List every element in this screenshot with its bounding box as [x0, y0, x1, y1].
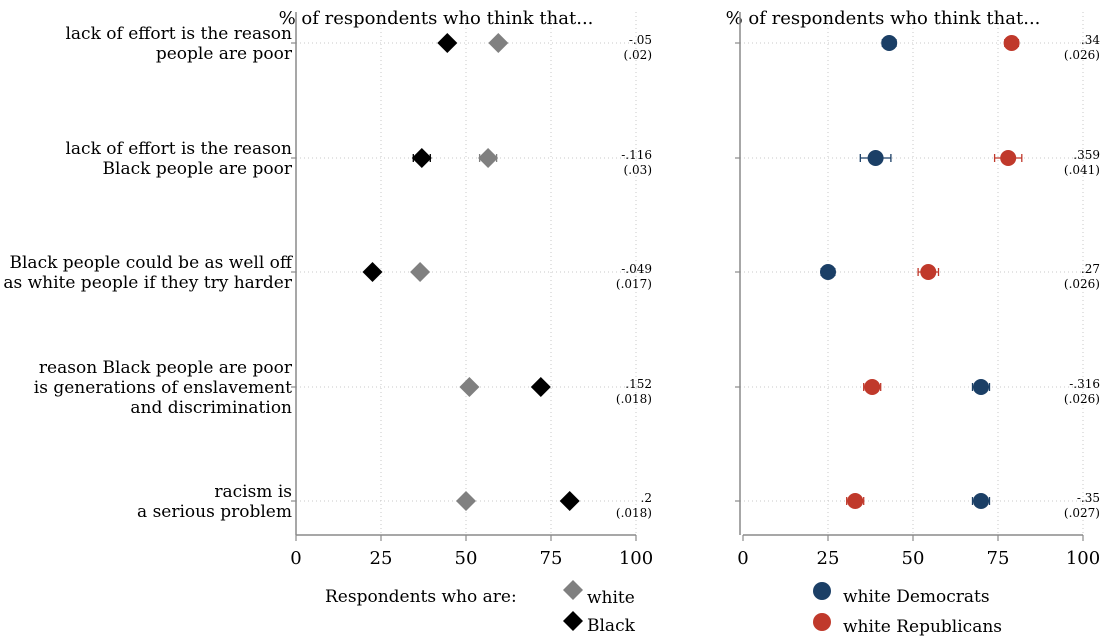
- left-point-0: [478, 148, 499, 168]
- legend-title: Respondents who are:: [325, 587, 517, 607]
- right-difference-label: -.316: [1069, 377, 1100, 391]
- right-title: % of respondents who think that...: [726, 8, 1041, 29]
- left-std-error-label: (.018): [616, 506, 652, 520]
- right-x-tick-label: 25: [817, 548, 840, 569]
- legend-label-black: Black: [587, 616, 636, 636]
- category-label: reason Black people are poor: [39, 358, 293, 378]
- right-difference-label: .34: [1081, 33, 1100, 47]
- legend-label-white: white: [587, 588, 635, 608]
- right-x-tick-label: 50: [902, 548, 925, 569]
- right-difference-label: .27: [1081, 262, 1100, 276]
- category-label: and discrimination: [130, 398, 292, 418]
- left-point-1: [362, 262, 383, 282]
- right-point-0: [820, 264, 836, 280]
- left-x-tick-label: 50: [455, 548, 478, 569]
- legend-marker-white-republicans: [813, 613, 831, 631]
- legend-marker-black: [563, 611, 583, 631]
- category-label: lack of effort is the reason: [65, 24, 292, 44]
- left-point-1: [559, 491, 580, 511]
- right-std-error-label: (.027): [1064, 506, 1100, 520]
- category-label: Black people could be as well off: [10, 253, 294, 273]
- legends: Respondents who are: white Black white Demo…: [325, 580, 1002, 637]
- left-point-1: [411, 148, 432, 168]
- right-x-tick-label: 0: [737, 548, 748, 569]
- right-panel: % of respondents who think that... 0 25 50 7…: [726, 8, 1101, 569]
- legend-label-white-republicans: white Republicans: [843, 617, 1002, 637]
- right-std-error-label: (.041): [1064, 163, 1100, 177]
- left-point-1: [437, 33, 458, 53]
- right-point-0: [973, 493, 989, 509]
- right-point-0: [881, 35, 898, 51]
- right-std-error-label: (.026): [1064, 277, 1100, 291]
- left-point-1: [530, 377, 551, 397]
- left-std-error-label: (.018): [616, 392, 652, 406]
- left-title: % of respondents who think that...: [279, 8, 594, 29]
- right-point-1: [847, 493, 864, 509]
- left-point-0: [459, 377, 480, 397]
- category-label: people are poor: [156, 44, 293, 64]
- left-difference-label: .2: [641, 491, 652, 505]
- left-x-tick-label: 75: [540, 548, 563, 569]
- legend-marker-white: [563, 580, 583, 600]
- category-label: a serious problem: [137, 502, 292, 522]
- left-point-0: [410, 262, 431, 282]
- right-difference-label: .359: [1073, 148, 1100, 162]
- right-x-tick-label: 100: [1066, 548, 1100, 569]
- left-std-error-label: (.02): [624, 48, 652, 62]
- right-difference-label: -.35: [1077, 491, 1100, 505]
- category-label: racism is: [214, 482, 292, 502]
- left-point-0: [456, 491, 476, 511]
- right-point-0: [867, 150, 884, 166]
- right-point-1: [1000, 150, 1017, 166]
- left-difference-label: -.05: [629, 33, 652, 47]
- category-label: Black people are poor: [103, 159, 293, 179]
- right-point-1: [1003, 35, 1020, 51]
- left-x-tick-label: 0: [290, 548, 301, 569]
- left-std-error-label: (.03): [624, 163, 652, 177]
- left-std-error-label: (.017): [616, 277, 652, 291]
- left-x-tick-label: 25: [370, 548, 393, 569]
- right-x-tick-label: 75: [987, 548, 1010, 569]
- right-point-1: [920, 264, 937, 280]
- legend-label-white-democrats: white Democrats: [843, 587, 990, 607]
- left-difference-label: .152: [625, 377, 652, 391]
- left-point-0: [488, 33, 509, 53]
- right-point-1: [864, 379, 881, 395]
- category-label: as white people if they try harder: [3, 273, 293, 293]
- right-std-error-label: (.026): [1064, 392, 1100, 406]
- category-label: is generations of enslavement: [34, 378, 292, 398]
- category-label: lack of effort is the reason: [65, 139, 292, 159]
- left-panel: % of respondents who think that... 0 25 50 7…: [3, 8, 653, 569]
- right-std-error-label: (.026): [1064, 48, 1100, 62]
- left-x-tick-label: 100: [619, 548, 653, 569]
- legend-marker-white-democrats: [813, 582, 831, 600]
- left-difference-label: -.116: [621, 148, 652, 162]
- left-difference-label: -.049: [621, 262, 652, 276]
- right-point-0: [973, 379, 989, 395]
